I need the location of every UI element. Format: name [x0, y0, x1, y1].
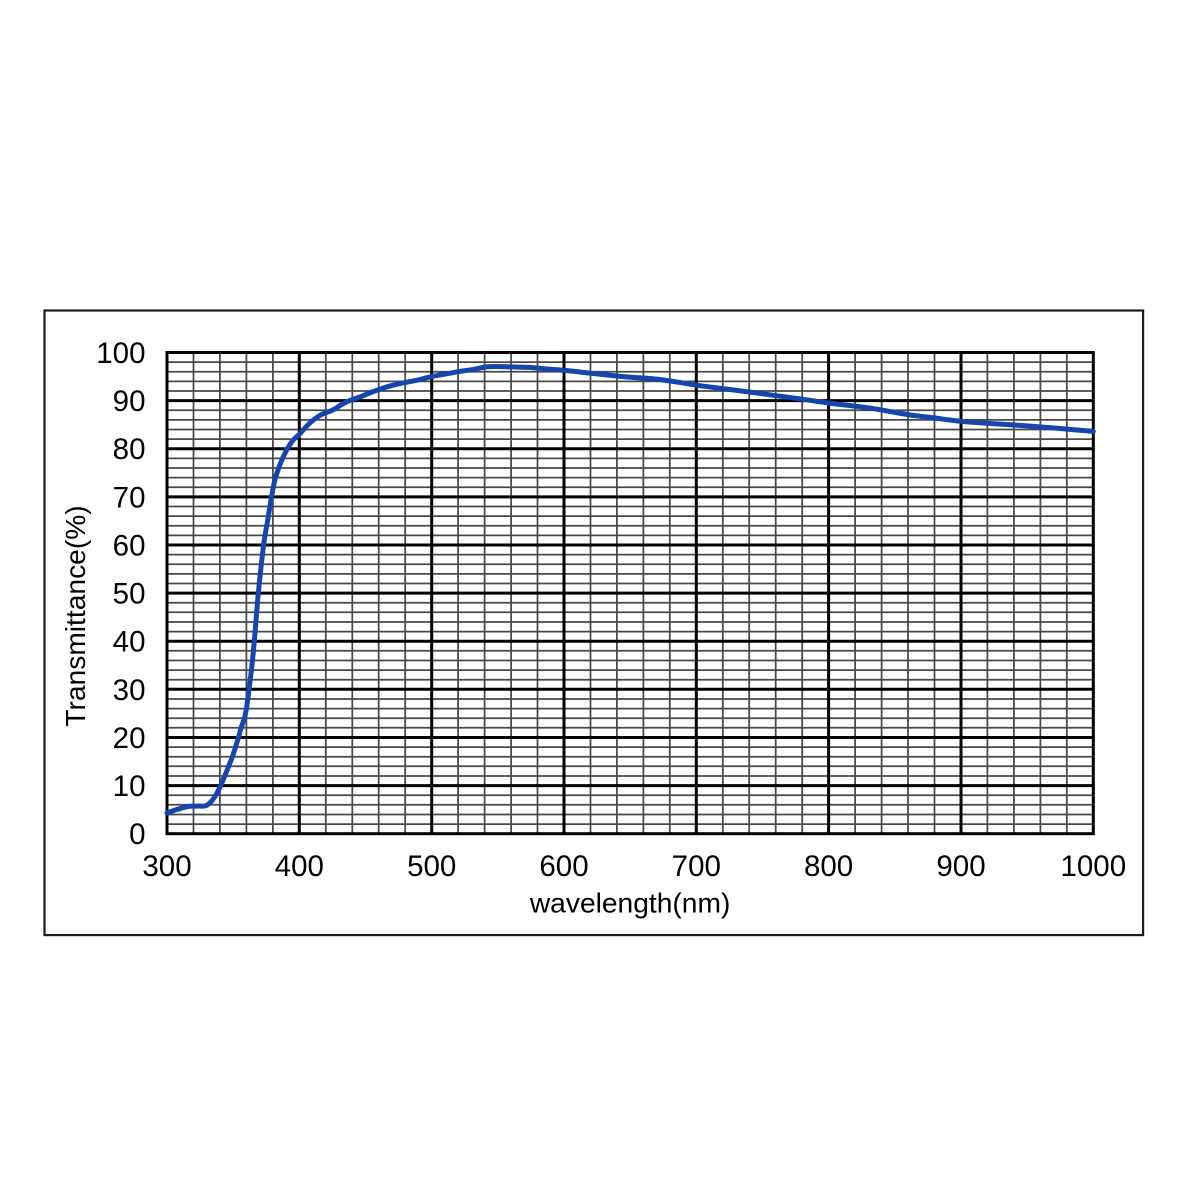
- svg-text:800: 800: [804, 850, 853, 883]
- svg-text:70: 70: [113, 481, 146, 514]
- svg-text:900: 900: [936, 850, 985, 883]
- svg-text:100: 100: [96, 337, 145, 370]
- svg-text:80: 80: [113, 433, 146, 466]
- svg-text:Transmittance(%): Transmittance(%): [59, 505, 91, 726]
- svg-text:400: 400: [275, 850, 324, 883]
- svg-text:50: 50: [113, 578, 146, 611]
- svg-text:90: 90: [113, 385, 146, 418]
- svg-text:700: 700: [672, 850, 721, 883]
- svg-text:0: 0: [129, 818, 145, 851]
- svg-text:600: 600: [539, 850, 588, 883]
- svg-text:20: 20: [113, 722, 146, 755]
- svg-text:300: 300: [142, 850, 191, 883]
- svg-text:wavelength(nm): wavelength(nm): [529, 887, 731, 919]
- svg-text:30: 30: [113, 674, 146, 707]
- svg-text:40: 40: [113, 626, 146, 659]
- svg-text:60: 60: [113, 530, 146, 563]
- svg-text:1000: 1000: [1060, 850, 1126, 883]
- svg-text:10: 10: [113, 770, 146, 803]
- svg-text:500: 500: [407, 850, 456, 883]
